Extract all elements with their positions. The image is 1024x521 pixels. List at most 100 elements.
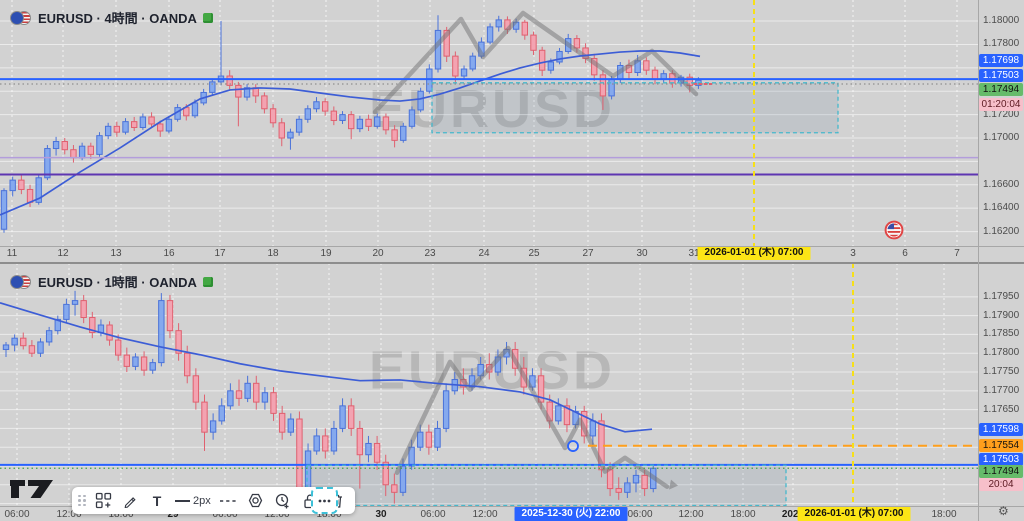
zigzag-arrowhead [669, 479, 678, 490]
time-highlight-label: 2026-01-01 (木) 07:00 [697, 246, 811, 260]
candle-body [278, 122, 285, 139]
candle-body [374, 116, 381, 127]
price-badge: 1.17698 [979, 53, 1023, 67]
tradingview-logo[interactable] [8, 477, 62, 506]
candle-body [538, 49, 546, 71]
line-width-button[interactable]: 2px [172, 489, 214, 512]
time-tick-label: 23 [424, 248, 436, 259]
candle-body [313, 435, 320, 452]
eurusd-pair-icon [10, 10, 32, 26]
candle-body [28, 345, 36, 354]
market-status-icon[interactable] [202, 12, 213, 23]
price-tick-label: 1.17750 [983, 366, 1020, 378]
time-tick-label: 6 [902, 248, 908, 259]
candle-body [330, 110, 338, 121]
candle-body [243, 87, 251, 98]
time-tick-label: 2026 [781, 509, 805, 520]
more-dots-icon [318, 499, 331, 502]
candle-body [11, 337, 18, 346]
candle-body [547, 61, 555, 71]
bottom-price-axis[interactable]: 1.17950 1.17900 1.17850 1.17800 1.17750 1.177… [978, 263, 1024, 506]
time-highlight-label: 2025-12-30 (火) 22:00 [514, 507, 628, 521]
line-width-label: 2px [193, 494, 211, 507]
time-tick-label: 29 [167, 509, 179, 520]
candle-body [0, 190, 8, 230]
price-badge: 1.17494 [979, 82, 1023, 96]
candle-body [226, 75, 233, 86]
bottom-pane-canvas[interactable]: EURUSD [0, 263, 978, 506]
text-color-button[interactable]: T [145, 489, 169, 512]
time-tick-label: 24 [478, 248, 490, 259]
add-alert-button[interactable] [270, 489, 295, 512]
candle-body [166, 300, 174, 332]
price-tick-label: 1.16600 [983, 178, 1020, 190]
top-symbol-title[interactable]: EURUSD · 4時間 · OANDA [10, 8, 213, 27]
candle-body [235, 84, 242, 98]
color-pencil-button[interactable] [118, 489, 142, 512]
price-tick-label: 1.17850 [983, 328, 1020, 340]
candle-body [469, 55, 476, 70]
candle-body [52, 141, 60, 150]
text-color-swatch [149, 508, 165, 511]
candle-body [18, 179, 25, 190]
time-tick-label: 16 [163, 248, 175, 259]
pane-divider[interactable] [0, 262, 1024, 264]
candle-body [530, 34, 537, 51]
time-tick-label: 27 [582, 248, 594, 259]
candle-body [589, 420, 597, 437]
candle-body [148, 116, 155, 125]
candle-body [365, 118, 372, 127]
top-price-axis[interactable]: 1.180001.178001.174001.172001.170001.166… [978, 0, 1024, 246]
candle-body [71, 300, 79, 305]
candle-body [104, 125, 112, 137]
time-tick-label: 30 [375, 509, 387, 520]
candle-body [278, 412, 286, 433]
candle-body [184, 352, 191, 377]
time-tick-label: 06:00 [420, 509, 446, 520]
template-button[interactable] [91, 489, 115, 512]
toolbar-drag-handle[interactable] [78, 494, 86, 507]
shape-style-button[interactable] [243, 489, 268, 512]
price-badge: 1.17494 [979, 464, 1023, 478]
candle-body [608, 79, 615, 97]
bottom-symbol-title-label: EURUSD · 1時間 · OANDA [38, 275, 197, 290]
time-tick-label: 17 [214, 248, 226, 259]
bottom-symbol-title[interactable]: EURUSD · 1時間 · OANDA [10, 272, 213, 291]
price-badge: 1.17503 [979, 452, 1023, 466]
candle-body [140, 356, 148, 371]
candle-body [434, 427, 441, 448]
candle-body [2, 344, 10, 350]
price-badge: 01:20:04 [979, 97, 1023, 111]
candle-body [356, 427, 364, 456]
candle-body [295, 118, 303, 133]
top-symbol-title-label: EURUSD · 4時間 · OANDA [38, 11, 197, 26]
line-style-button[interactable] [216, 489, 241, 512]
top-pane-canvas[interactable]: EURUSD [0, 0, 978, 246]
candle-body [641, 474, 648, 490]
market-status-icon[interactable] [202, 276, 213, 287]
axis-separator [0, 246, 1024, 247]
more-options-button[interactable] [311, 487, 338, 514]
candle-body [417, 90, 424, 111]
candle-body [158, 300, 165, 364]
candle-body [321, 101, 329, 112]
tradingview-logo-icon [10, 480, 53, 498]
candle-body [573, 38, 581, 49]
price-tick-label: 1.16200 [983, 225, 1020, 237]
axis-settings-gear-icon[interactable]: ⚙ [998, 504, 1009, 518]
candle-body [373, 442, 381, 463]
candle-body [253, 382, 260, 403]
top-time-axis[interactable]: 11 12 13 16 17 18 19 20 23 24 25 27 30 31 3 6 7 2026-01-0… [0, 246, 978, 262]
zigzag-drawing [394, 345, 670, 489]
candle-body [89, 317, 96, 334]
time-tick-label: 18:00 [931, 509, 957, 520]
candle-body [132, 356, 139, 367]
us-economic-event-icon[interactable] [884, 220, 904, 245]
candle-body [26, 188, 34, 203]
candle-body [191, 102, 199, 117]
candle-body [313, 101, 320, 110]
bottom-time-axis[interactable]: 06:00 12:00 18:00 29 06:00 12:00 18:00 30 06:00 1… [0, 507, 978, 521]
line-width-icon [175, 499, 190, 502]
candle-body [244, 382, 251, 399]
time-tick-label: 12:00 [678, 509, 704, 520]
